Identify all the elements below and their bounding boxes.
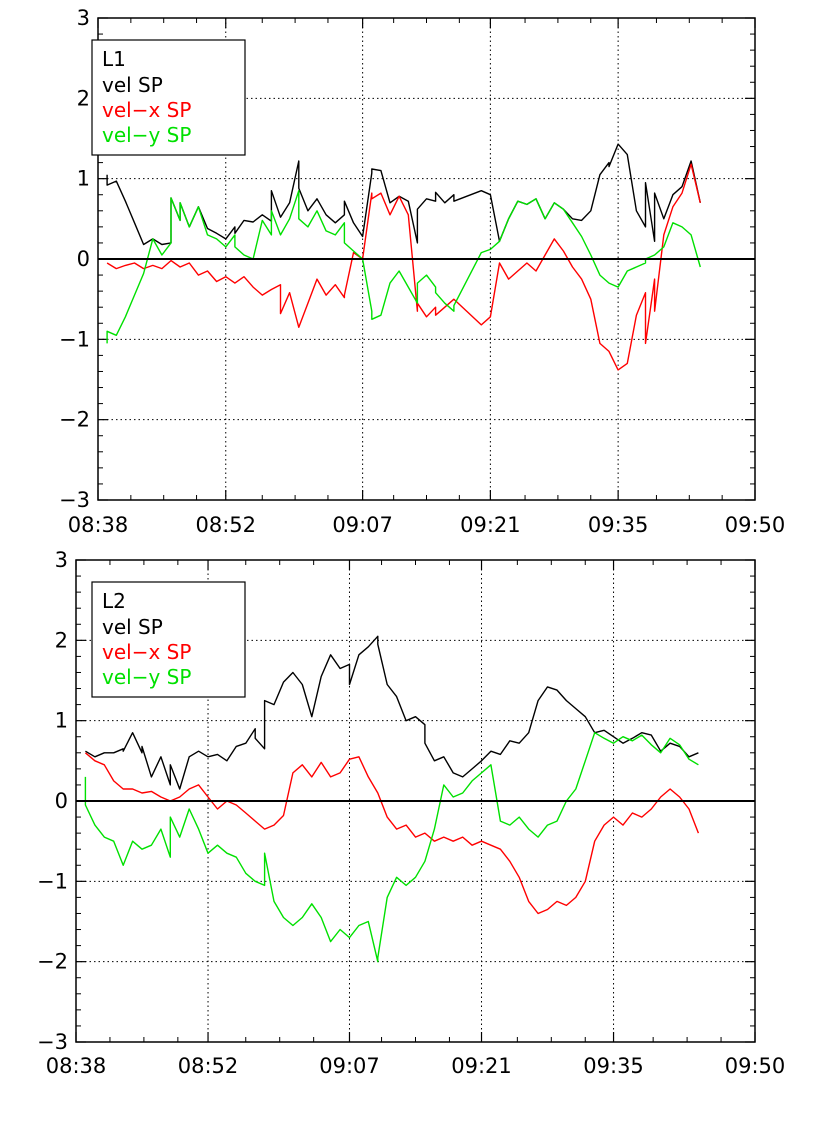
series-line-0 [106, 143, 701, 246]
series-line-1 [84, 752, 700, 915]
y-tick-label: −1 [37, 869, 68, 893]
legend-entry: vel SP [102, 73, 163, 97]
y-tick-label: 0 [55, 789, 68, 813]
x-tick-label: 08:52 [178, 1054, 239, 1078]
x-tick-label: 08:52 [195, 513, 256, 537]
series-line-0 [85, 635, 699, 790]
x-tick-label: 09:35 [583, 1054, 644, 1078]
series-line-2 [106, 189, 701, 344]
x-tick-label: 09:21 [451, 1054, 512, 1078]
y-tick-label: 2 [55, 628, 68, 652]
y-tick-label: −3 [37, 1030, 68, 1054]
legend-box [91, 39, 246, 156]
y-tick-label: 0 [77, 247, 90, 271]
x-tick-label: 09:50 [725, 513, 786, 537]
x-tick-label: 09:21 [460, 513, 521, 537]
legend-entry: vel−y SP [102, 665, 191, 689]
x-tick-label: 08:38 [46, 1054, 107, 1078]
y-tick-label: 2 [77, 86, 90, 110]
legend-title: L1 [102, 47, 126, 71]
legend-box [91, 581, 246, 698]
x-tick-label: 09:07 [319, 1054, 380, 1078]
y-tick-label: −3 [59, 488, 90, 512]
legend-entry: vel−x SP [102, 98, 191, 122]
legend-entry: vel−y SP [102, 123, 191, 147]
series-line-1 [106, 163, 701, 371]
y-tick-label: −1 [59, 327, 90, 351]
x-tick-label: 09:35 [588, 513, 649, 537]
plot-frame [75, 559, 756, 1043]
legend-entry: vel SP [102, 615, 163, 639]
plot-frame [97, 17, 756, 501]
x-tick-label: 09:07 [332, 513, 393, 537]
y-tick-label: 1 [77, 167, 90, 191]
y-tick-label: −2 [59, 408, 90, 432]
panel-l2: 08:38 08:52 09:07 09:21 09:35 09:50 3 2 1 0 −1 −2 −3… [37, 548, 785, 1078]
y-tick-label: 3 [55, 548, 68, 572]
x-tick-label: 08:38 [68, 513, 129, 537]
legend-title: L2 [102, 589, 126, 613]
x-tick-label: 09:50 [725, 1054, 786, 1078]
series-line-2 [84, 732, 699, 963]
y-tick-label: −2 [37, 950, 68, 974]
legend-entry: vel−x SP [102, 640, 191, 664]
y-tick-label: 1 [55, 709, 68, 733]
y-tick-label: 3 [77, 6, 90, 30]
panel-l1: 08:38 08:52 09:07 09:21 09:35 09:50 3 2 1 0 −1 −2 −3… [59, 6, 785, 537]
